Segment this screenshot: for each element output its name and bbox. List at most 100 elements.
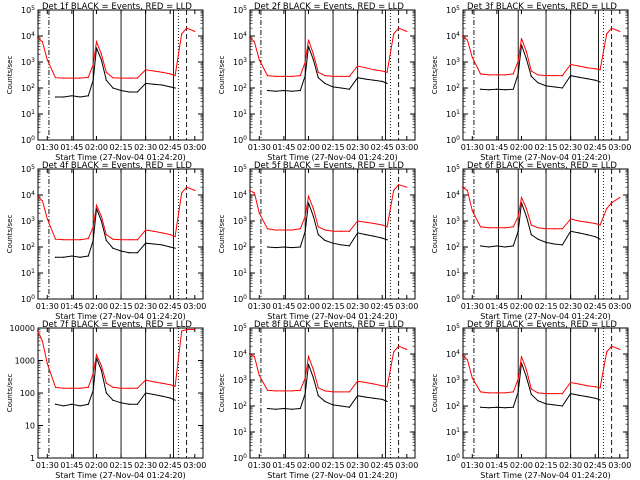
- data-point-events: [517, 73, 519, 75]
- panel-title: Det 3f BLACK = Events, RED = LLD: [467, 2, 617, 12]
- y-tick-label: 105: [446, 164, 460, 174]
- x-tick-label: 02:00: [297, 143, 320, 152]
- data-point-lld: [525, 207, 527, 210]
- data-point-lld: [570, 218, 572, 220]
- data-point-lld: [393, 189, 395, 192]
- data-point-events: [365, 396, 367, 398]
- x-tick-label: 02:00: [85, 461, 108, 470]
- x-axis-label: Start Time (27-Nov-04 01:24:20): [55, 153, 185, 162]
- data-point-lld: [92, 226, 94, 228]
- y-tick-label: 101: [233, 268, 247, 278]
- data-point-lld: [258, 374, 260, 377]
- data-point-events: [128, 91, 130, 93]
- y-tick-label: 100: [233, 135, 247, 145]
- data-point-lld: [525, 51, 527, 53]
- y-tick-label: 102: [446, 401, 460, 411]
- x-tick-label: 01:45: [60, 302, 83, 311]
- data-point-lld: [307, 355, 310, 358]
- series-events: [480, 202, 601, 248]
- y-axis-label: Counts/sec: [218, 215, 226, 254]
- y-tick-label: 102: [446, 242, 460, 252]
- data-point-lld: [406, 186, 408, 188]
- data-point-lld: [317, 71, 319, 73]
- data-point-lld: [561, 74, 564, 77]
- data-point-events: [520, 202, 523, 204]
- data-point-lld: [461, 354, 464, 356]
- x-tick-label: 02:00: [510, 461, 533, 470]
- data-point-events: [599, 81, 601, 83]
- data-point-events: [373, 79, 375, 81]
- x-tick-label: 02:30: [346, 461, 369, 470]
- data-point-events: [340, 87, 342, 89]
- y-tick-label: 105: [446, 5, 460, 15]
- data-point-events: [105, 79, 107, 81]
- data-point-events: [312, 59, 314, 61]
- data-point-lld: [153, 381, 155, 383]
- data-point-events: [63, 256, 65, 258]
- data-point-lld: [283, 390, 285, 392]
- x-tick-label: 03:00: [608, 302, 631, 311]
- data-point-events: [578, 76, 580, 78]
- x-tick-label: 01:45: [60, 143, 83, 152]
- data-point-lld: [365, 381, 367, 384]
- data-point-events: [488, 407, 490, 409]
- x-tick-label: 01:45: [272, 461, 295, 470]
- data-point-lld: [398, 345, 400, 347]
- y-axis-label: Counts/sec: [431, 56, 439, 95]
- y-tick-label: 100: [446, 135, 460, 145]
- data-point-lld: [186, 27, 188, 29]
- x-tick-label: 02:15: [110, 461, 133, 470]
- data-point-lld: [169, 233, 171, 236]
- data-point-events: [594, 236, 596, 238]
- data-point-events: [307, 45, 310, 47]
- y-tick-label: 105: [21, 5, 35, 15]
- data-point-lld: [186, 328, 188, 331]
- data-point-events: [512, 245, 514, 247]
- y-tick-label: 101: [446, 427, 460, 437]
- data-point-events: [174, 247, 176, 249]
- y-tick-label: 102: [21, 242, 35, 252]
- plot-frame: [462, 9, 629, 141]
- data-point-events: [553, 243, 555, 245]
- data-point-lld: [530, 224, 532, 226]
- data-point-events: [283, 89, 285, 92]
- y-tick-label: 105: [233, 5, 247, 15]
- series-lld: [249, 27, 407, 77]
- panel-9: Det 9f BLACK = Events, RED = LLD Start Ti…: [431, 320, 631, 480]
- x-tick-label: 01:45: [272, 302, 295, 311]
- data-point-lld: [332, 391, 334, 393]
- data-point-events: [136, 252, 139, 254]
- data-point-lld: [194, 30, 196, 33]
- x-tick-label: 01:30: [36, 461, 59, 470]
- data-point-lld: [79, 387, 81, 389]
- data-point-lld: [181, 192, 183, 194]
- data-point-lld: [324, 74, 326, 77]
- data-point-lld: [145, 69, 147, 71]
- data-point-events: [312, 377, 314, 379]
- panel-1: Det 1f BLACK = Events, RED = LLD Start Ti…: [6, 2, 206, 162]
- data-point-events: [169, 246, 171, 248]
- data-point-lld: [120, 77, 122, 79]
- y-tick-label: 100: [446, 453, 460, 463]
- y-tick-label: 103: [446, 216, 460, 226]
- data-point-lld: [479, 73, 482, 75]
- data-point-lld: [619, 196, 621, 199]
- data-point-events: [112, 247, 114, 249]
- data-point-lld: [291, 75, 293, 77]
- y-tick-label: 100: [20, 389, 35, 398]
- data-point-lld: [71, 239, 73, 241]
- data-point-lld: [517, 60, 519, 62]
- x-tick-label: 02:15: [535, 302, 558, 311]
- data-point-lld: [340, 391, 342, 393]
- x-tick-label: 02:00: [510, 143, 533, 152]
- data-point-lld: [386, 71, 388, 73]
- series-lld: [37, 329, 195, 389]
- x-tick-label: 01:30: [461, 302, 484, 311]
- data-point-lld: [161, 382, 163, 384]
- data-point-events: [525, 376, 527, 378]
- y-tick-label: 102: [233, 83, 247, 93]
- data-point-events: [561, 87, 564, 89]
- data-point-lld: [174, 74, 176, 77]
- y-axis-label: Counts/sec: [6, 56, 14, 95]
- series-events: [267, 364, 388, 410]
